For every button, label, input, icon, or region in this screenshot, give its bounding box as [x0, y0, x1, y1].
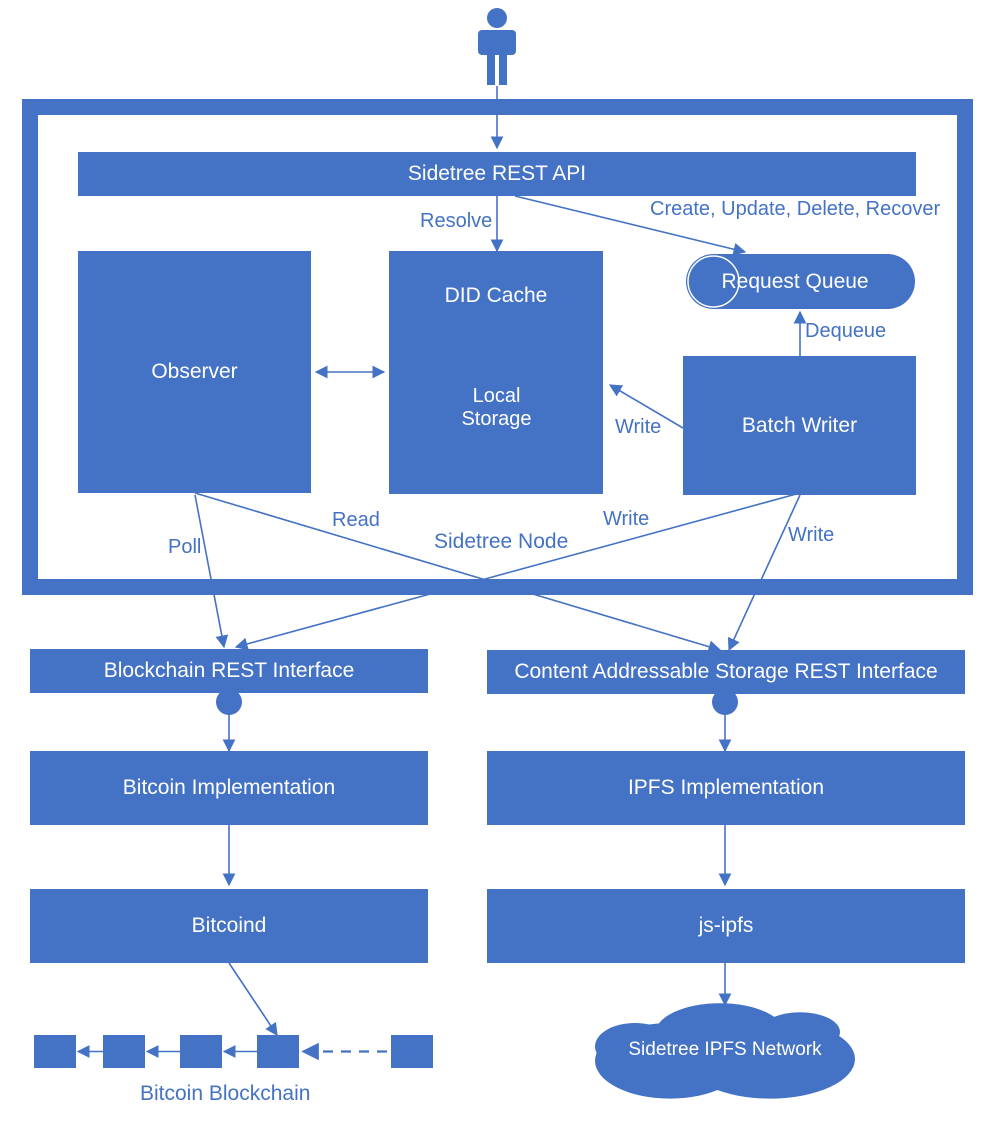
ipfs-cloud-label: Sidetree IPFS Network — [600, 1005, 850, 1095]
label-btc-chain: Bitcoin Blockchain — [140, 1082, 310, 1106]
blockchain-rest-box: Blockchain REST Interface — [30, 649, 428, 693]
rest-api-box: Sidetree REST API — [78, 152, 916, 196]
request-queue-label: Request Queue — [722, 254, 916, 309]
observer-box: Observer — [78, 251, 311, 493]
label-poll: Poll — [168, 536, 201, 559]
label-write-l: Write — [603, 508, 649, 531]
jsipfs-box: js-ipfs — [487, 889, 965, 963]
batch-writer-box: Batch Writer — [683, 356, 916, 495]
diagram-stage: Sidetree REST API Observer Batch Writer … — [0, 0, 1000, 1126]
label-sidetree-node: Sidetree Node — [434, 530, 568, 554]
label-cudr: Create, Update, Delete, Recover — [650, 198, 940, 221]
ipfs-impl-box: IPFS Implementation — [487, 751, 965, 825]
label-resolve: Resolve — [420, 210, 492, 233]
label-write-r: Write — [788, 524, 834, 547]
bitcoind-box: Bitcoind — [30, 889, 428, 963]
bitcoin-impl-box: Bitcoin Implementation — [30, 751, 428, 825]
local-storage-label: LocalStorage — [459, 374, 534, 442]
label-dequeue: Dequeue — [805, 320, 886, 343]
user-icon — [478, 8, 516, 85]
label-read: Read — [332, 509, 380, 532]
label-write-mid: Write — [615, 416, 661, 439]
cas-rest-box: Content Addressable Storage REST Interfa… — [487, 650, 965, 694]
did-cache-label: DID Cache — [389, 281, 603, 311]
